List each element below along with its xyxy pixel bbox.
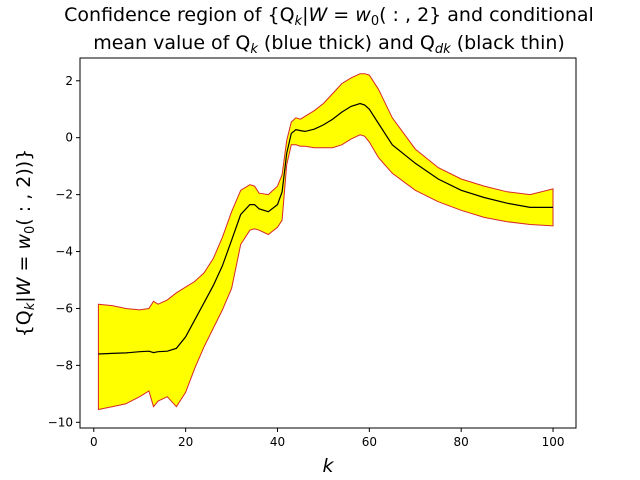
y-tick-label: −6 <box>55 301 73 315</box>
y-tick-label: −4 <box>55 245 73 259</box>
x-tick-label: 0 <box>90 435 98 449</box>
x-tick-label: 80 <box>454 435 469 449</box>
y-tick-label: −8 <box>55 358 73 372</box>
chart-title-line2: mean value of Qk (blue thick) and Qdk (b… <box>93 32 565 57</box>
x-tick-label: 100 <box>542 435 565 449</box>
x-tick-label: 20 <box>178 435 193 449</box>
y-tick-label: −2 <box>55 188 73 202</box>
chart-title-line1: Confidence region of {Qk|W = w0( : , 2} … <box>64 4 594 29</box>
x-tick-label: 60 <box>362 435 377 449</box>
y-tick-label: −10 <box>48 415 73 429</box>
plot-frame <box>79 57 577 429</box>
x-tick-label: 40 <box>270 435 285 449</box>
mean-line <box>98 102 553 355</box>
confidence-band <box>97 73 554 411</box>
x-axis-label: k <box>322 455 334 477</box>
y-axis-label: {Qk|W = w0( : , 2))} <box>13 149 38 338</box>
y-tick-label: 2 <box>65 74 73 88</box>
y-tick-label: 0 <box>65 131 73 145</box>
